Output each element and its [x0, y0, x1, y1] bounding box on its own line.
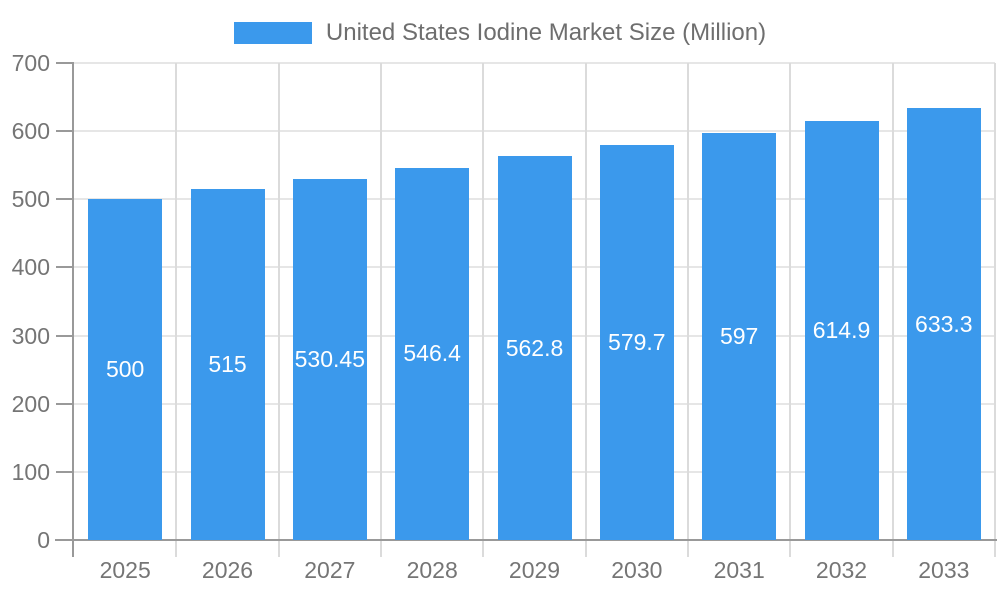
y-axis-tick-icon	[56, 266, 74, 269]
bar-value-label: 597	[719, 323, 759, 350]
gridline-vertical	[175, 63, 178, 557]
y-axis-tick-icon	[56, 198, 74, 201]
bar[interactable]: 546.4	[395, 167, 470, 540]
gridline-vertical	[687, 63, 689, 557]
gridline-vertical	[994, 63, 996, 557]
bar[interactable]: 500	[88, 199, 163, 540]
bar-value-label: 579.7	[608, 328, 666, 355]
y-axis-label: 0	[37, 527, 50, 553]
gridline-vertical	[380, 63, 382, 557]
bar[interactable]: 614.9	[804, 120, 879, 540]
x-axis-label: 2031	[713, 557, 765, 583]
x-axis-line	[55, 539, 997, 541]
gridline-vertical	[891, 63, 894, 557]
gridline-horizontal	[74, 130, 995, 133]
bar-value-label: 515	[208, 351, 247, 378]
bar-value-label: 546.4	[403, 340, 461, 367]
legend-label: United States Iodine Market Size (Millio…	[325, 19, 767, 46]
bar-value-label: 500	[105, 356, 145, 383]
y-axis-label: 100	[11, 458, 50, 485]
gridline-horizontal	[74, 62, 995, 64]
y-axis-tick-icon	[56, 62, 74, 64]
y-axis-label: 600	[11, 118, 50, 145]
y-axis-label: 400	[11, 254, 50, 281]
legend[interactable]: United States Iodine Market Size (Millio…	[0, 20, 1000, 46]
bar[interactable]: 597	[702, 133, 777, 540]
bar-value-label: 633.3	[915, 310, 973, 337]
y-axis-label: 200	[11, 390, 50, 417]
x-axis-label: 2027	[304, 557, 356, 583]
y-axis-line	[72, 63, 74, 557]
bar[interactable]: 633.3	[906, 108, 981, 540]
gridline-vertical	[584, 63, 587, 557]
y-axis-tick-icon	[56, 470, 74, 473]
y-axis-label: 700	[11, 50, 50, 76]
y-axis-label: 500	[11, 186, 50, 213]
gridline-vertical	[482, 63, 485, 557]
bar-value-label: 562.8	[505, 334, 564, 361]
x-axis-label: 2028	[406, 557, 458, 583]
x-axis-label: 2032	[815, 557, 868, 583]
x-axis-label: 2029	[508, 557, 561, 583]
bar-value-label: 614.9	[812, 316, 871, 343]
bar[interactable]: 579.7	[599, 144, 674, 540]
x-axis-label: 2025	[99, 557, 151, 583]
y-axis-tick-icon	[56, 334, 74, 337]
legend-swatch-icon	[233, 22, 312, 44]
x-axis-label: 2033	[918, 557, 970, 583]
y-axis-tick-icon	[56, 130, 74, 133]
gridline-vertical	[277, 63, 280, 557]
y-axis-tick-icon	[56, 402, 74, 405]
bar[interactable]: 562.8	[497, 156, 572, 540]
x-axis-label: 2026	[201, 557, 254, 583]
x-axis-label: 2030	[611, 557, 663, 583]
gridline-vertical	[789, 63, 792, 557]
bar-value-label: 530.45	[294, 345, 365, 372]
bar[interactable]: 515	[190, 189, 265, 540]
y-axis-label: 300	[11, 322, 50, 349]
bar[interactable]: 530.45	[292, 178, 367, 540]
